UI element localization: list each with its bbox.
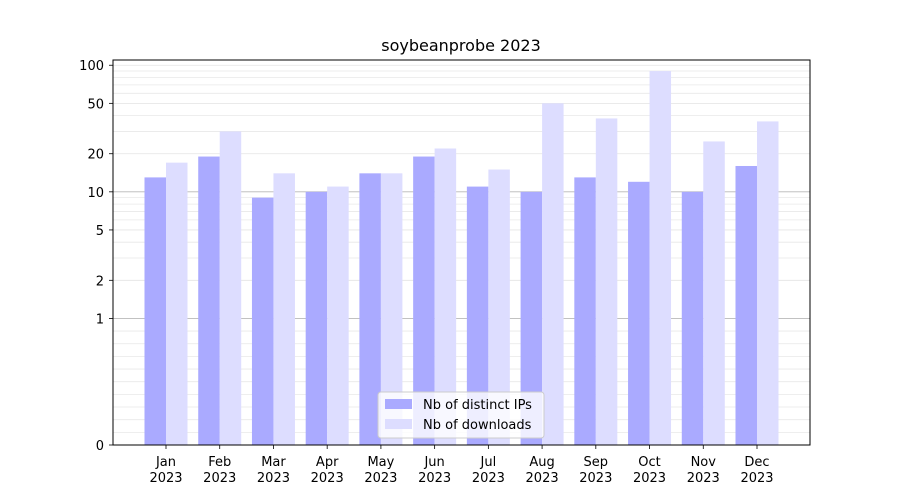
bar-downloads (649, 71, 672, 446)
y-tick-label: 100 (79, 59, 104, 74)
bar-distinct-ips (144, 177, 166, 446)
y-tick-label: 1 (96, 312, 104, 327)
x-tick-label: Apr 2023 (311, 455, 344, 486)
legend-box (377, 391, 545, 439)
x-tick-label: Aug 2023 (526, 455, 559, 486)
y-tick-label: 50 (87, 97, 104, 112)
x-tick-label: Feb 2023 (203, 455, 236, 486)
bar-downloads (542, 103, 564, 445)
x-tick-label: Jun 2023 (418, 455, 451, 486)
bar-downloads (273, 173, 295, 445)
x-tick-label: Jan 2023 (149, 455, 182, 486)
y-tick-label: 20 (87, 148, 104, 163)
x-tick-label: May 2023 (364, 455, 397, 486)
bar-downloads (380, 173, 403, 445)
bar-downloads (488, 169, 510, 445)
bar-downloads (703, 141, 725, 445)
plot-frame (112, 59, 811, 446)
bar-distinct-ips (681, 191, 704, 445)
legend-swatch (385, 399, 412, 409)
bars-layer (144, 71, 779, 446)
x-tick-label: Dec 2023 (740, 455, 773, 486)
legend-swatch (385, 419, 412, 429)
bar-downloads (434, 148, 457, 445)
x-tick-label: Sep 2023 (579, 455, 612, 486)
y-tick-label: 10 (87, 186, 104, 201)
axes-layer: Jan 2023 Feb 2023 Mar 2023 Apr 2023 May 2023 Jun 20… (79, 59, 811, 486)
bar-distinct-ips (305, 191, 328, 445)
bar-distinct-ips (359, 173, 381, 445)
chart-title: soybeanprobe 2023 (381, 36, 541, 55)
bar-distinct-ips (735, 165, 757, 446)
bar-downloads (219, 131, 242, 445)
x-tick-label: Mar 2023 (257, 455, 290, 486)
x-tick-label: Jul 2023 (472, 455, 505, 486)
bar-downloads (595, 118, 618, 445)
y-tick-label: 5 (96, 224, 104, 239)
bar-distinct-ips (251, 197, 274, 445)
legend: Nb of distinct IPs Nb of downloads (377, 391, 545, 439)
bar-distinct-ips (520, 191, 543, 445)
bar-downloads (327, 186, 349, 446)
bar-distinct-ips (413, 156, 435, 446)
y-tick-label: 0 (96, 439, 104, 454)
bar-downloads (166, 162, 188, 445)
x-tick-label: Nov 2023 (687, 455, 720, 486)
y-tick-label: 2 (96, 274, 104, 289)
bar-distinct-ips (628, 181, 650, 445)
legend-label: Nb of downloads (423, 418, 532, 433)
bar-distinct-ips (466, 186, 489, 446)
bar-distinct-ips (574, 177, 596, 446)
legend-label: Nb of distinct IPs (423, 398, 532, 413)
bar-distinct-ips (198, 156, 220, 446)
bar-downloads (757, 121, 779, 445)
x-tick-label: Oct 2023 (633, 455, 666, 486)
